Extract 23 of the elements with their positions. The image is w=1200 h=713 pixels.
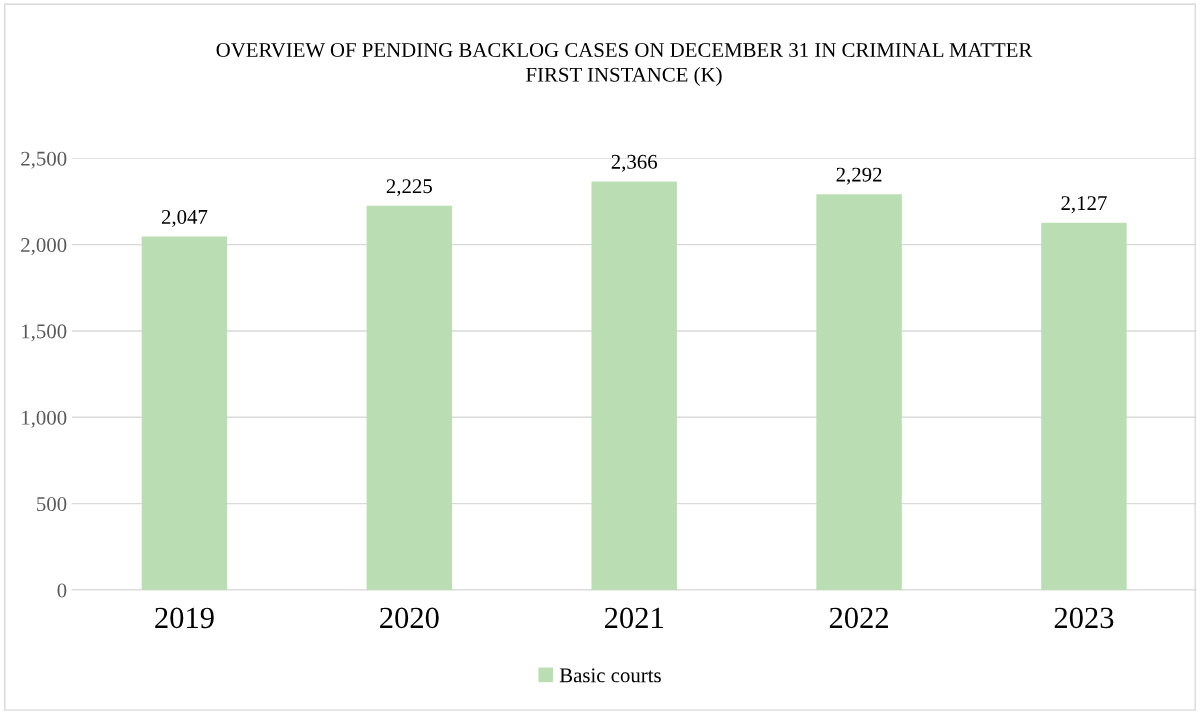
x-tick-label: 2022 [829,607,888,629]
legend-label: Basic courts [559,668,661,683]
x-tick-label: 2019 [155,607,214,629]
data-label: 2,292 [836,167,882,185]
data-label: 2,366 [611,154,658,172]
y-tick-label: 1,000 [22,410,67,428]
bar [141,236,228,591]
data-label: 2,047 [161,209,208,227]
y-tick-label: 500 [37,497,67,512]
x-tick-label: 2023 [1054,607,1114,629]
data-label: 2,225 [386,179,432,197]
bar [816,194,902,591]
y-tick-label: 0 [57,583,67,598]
y-tick-label: 1,500 [22,324,67,342]
bar [1041,222,1127,591]
y-tick-label: 2,000 [21,238,67,256]
x-tick-label: 2021 [604,607,663,629]
chart-title: OVERVIEW OF PENDING BACKLOG CASES ON DECEMBER 31 IN CRIMINAL MATTER FIRST INSTANCE (K) [216,43,1033,86]
x-tick-label: 2020 [380,607,439,629]
bar [366,205,453,591]
bar [591,181,677,591]
data-label: 2,127 [1061,196,1107,214]
y-tick-label: 2,500 [21,151,67,169]
